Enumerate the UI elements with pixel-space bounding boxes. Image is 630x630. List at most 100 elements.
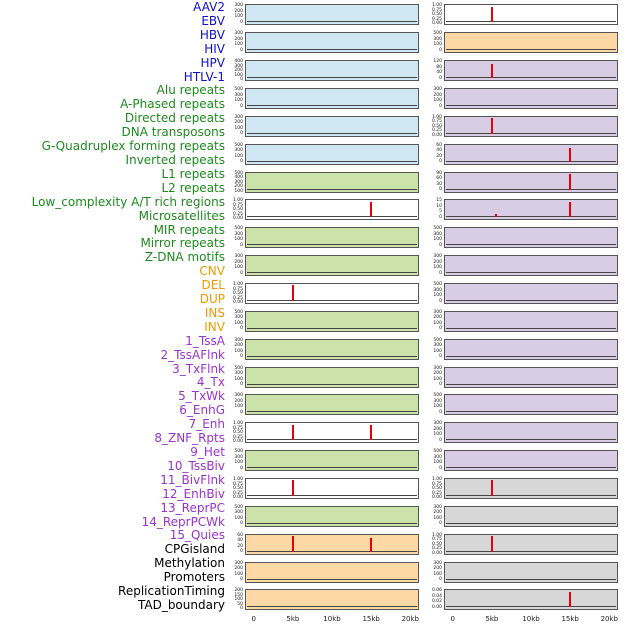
y-axis-tick-label: 100 <box>433 293 442 299</box>
track-label: 14_ReprPCWk <box>141 514 225 529</box>
y-axis-tick-label: 0 <box>240 19 243 25</box>
y-axis-tick-label: 100 <box>433 571 442 577</box>
y-axis-tick-label: 300 <box>234 510 243 516</box>
signal-panel <box>444 88 618 109</box>
y-axis-tick-label: 0 <box>439 75 442 81</box>
y-axis-tick-label: 200 <box>433 566 442 572</box>
y-axis-tick-labels: 300 200 100 0 <box>228 4 245 25</box>
y-axis-tick-label: 300 <box>234 114 243 120</box>
signal-panel <box>245 199 419 221</box>
track-label: 13_ReprPC <box>160 500 225 515</box>
y-axis-tick-label: 100 <box>234 404 243 410</box>
signal-panel <box>245 533 419 555</box>
y-axis-tick-label: 30 <box>436 181 442 187</box>
y-axis-tick-labels: 300 200 100 0 <box>228 255 245 276</box>
y-axis-tick-label: 100 <box>433 376 442 382</box>
panel-row: 1.00 0.75 0.50 0.25 0.00 <box>427 530 618 558</box>
y-axis-tick-label: 300 <box>234 454 243 460</box>
y-axis-tick-label: 100 <box>234 188 243 194</box>
signal-baseline <box>247 327 417 329</box>
signal-panel <box>245 283 419 305</box>
enrichment-spike <box>292 424 295 441</box>
signal-panel <box>444 561 618 583</box>
signal-baseline <box>446 383 616 385</box>
y-axis-tick-label: 200 <box>234 588 243 594</box>
y-axis-tick-label: 100 <box>433 265 442 271</box>
y-axis-tick-label: 500 <box>234 226 243 232</box>
track-label: Methylation <box>154 556 225 571</box>
y-axis-tick-labels: 500 300 100 0 <box>228 143 245 165</box>
axis-spacer <box>228 614 245 629</box>
signal-panel <box>444 310 618 332</box>
signal-baseline <box>446 495 616 497</box>
y-axis-tick-label: 200 <box>234 8 243 14</box>
y-axis-tick-label: 500 <box>234 87 243 92</box>
signal-panel <box>444 533 618 555</box>
signal-panel <box>245 227 419 249</box>
y-axis-tick-labels: 300 200 100 0 <box>427 365 444 388</box>
y-axis-tick-label: 300 <box>433 365 442 371</box>
signal-baseline <box>247 578 417 580</box>
signal-panel <box>444 199 618 221</box>
x-axis-tick-label: 20kb <box>401 614 419 623</box>
x-axis-tick-label: 5kb <box>286 614 300 623</box>
y-axis-tick-label: 300 <box>433 36 442 42</box>
right-x-axis: 0 5kb 10kb 15kb 20kb <box>427 614 618 629</box>
signal-baseline <box>446 300 616 302</box>
y-axis-tick-label: 100 <box>433 237 442 243</box>
y-axis-tick-label: 0.25 <box>431 128 442 134</box>
track-labels: AAV2 EBV HBV HIV HPV HTLV-1 Alu repeats A-Phase… <box>0 0 228 630</box>
track-label: 6_EnhG <box>179 403 225 418</box>
y-axis-tick-label: 500 <box>234 365 243 371</box>
y-axis-tick-labels: 200 150 100 50 0 <box>228 588 245 611</box>
y-axis-tick-label: 0.25 <box>431 490 442 496</box>
y-axis-tick-label: 0 <box>439 326 442 332</box>
signal-baseline <box>247 188 417 190</box>
signal-baseline <box>446 467 616 469</box>
y-axis-tick-label: 0 <box>439 47 442 53</box>
y-axis-tick-label: 0 <box>439 577 442 583</box>
y-axis-tick-label: 100 <box>433 348 442 354</box>
y-axis-tick-label: 0.75 <box>232 286 243 292</box>
signal-panel <box>245 589 419 611</box>
y-axis-tick-labels: 500 300 100 0 <box>427 394 444 415</box>
y-axis-tick-labels: 15 10 5 0 <box>427 199 444 220</box>
panel-row: 1.00 0.75 0.50 0.25 0.00 <box>228 280 419 308</box>
track-label: Inverted repeats <box>125 152 225 167</box>
track-label: Alu repeats <box>156 83 225 98</box>
y-axis-tick-label: 0 <box>439 103 442 109</box>
signal-baseline <box>247 105 417 106</box>
signal-baseline <box>446 216 616 218</box>
panel-row: 1.00 0.75 0.50 0.25 0.00 <box>427 475 618 503</box>
enrichment-spike <box>491 536 494 552</box>
panel-row: 500 300 100 0 <box>427 447 618 475</box>
y-axis-tick-label: 80 <box>436 64 442 70</box>
signal-baseline <box>247 216 417 218</box>
signal-baseline <box>247 355 417 357</box>
signal-panel <box>245 478 419 500</box>
track-label: 5_TxWk <box>178 389 225 404</box>
y-axis-tick-label: 300 <box>234 337 243 343</box>
signal-baseline <box>446 327 616 329</box>
panel-row: 300 200 100 0 <box>228 1 419 29</box>
y-axis-tick-label: 200 <box>234 36 243 42</box>
y-axis-tick-label: 100 <box>234 320 243 326</box>
y-axis-tick-label: 60 <box>237 532 243 538</box>
y-axis-tick-label: 300 <box>433 560 442 566</box>
y-axis-tick-labels: 500 300 100 0 <box>228 227 245 248</box>
panel-row: 0.06 0.04 0.02 0.00 <box>427 586 618 614</box>
signal-baseline <box>247 21 417 23</box>
axis-spacer <box>427 614 444 629</box>
track-label: Microsatellites <box>138 208 225 223</box>
y-axis-tick-labels: 300 200 100 0 <box>228 561 245 583</box>
y-axis-tick-label: 100 <box>234 376 243 382</box>
y-axis-tick-labels: 300 200 100 0 <box>427 87 444 109</box>
x-axis-ticks: 0 5kb 10kb 15kb 20kb <box>245 614 419 629</box>
y-axis-tick-labels: 300 200 100 0 <box>427 422 444 443</box>
track-label: Z-DNA motifs <box>144 250 225 265</box>
track-label: 8_ZNF_Rpts <box>154 431 225 446</box>
signal-baseline <box>446 77 616 79</box>
panel-row: 1.00 0.75 0.50 0.25 0.00 <box>228 419 419 447</box>
signal-panel <box>444 143 618 165</box>
y-axis-tick-label: 500 <box>433 282 442 288</box>
